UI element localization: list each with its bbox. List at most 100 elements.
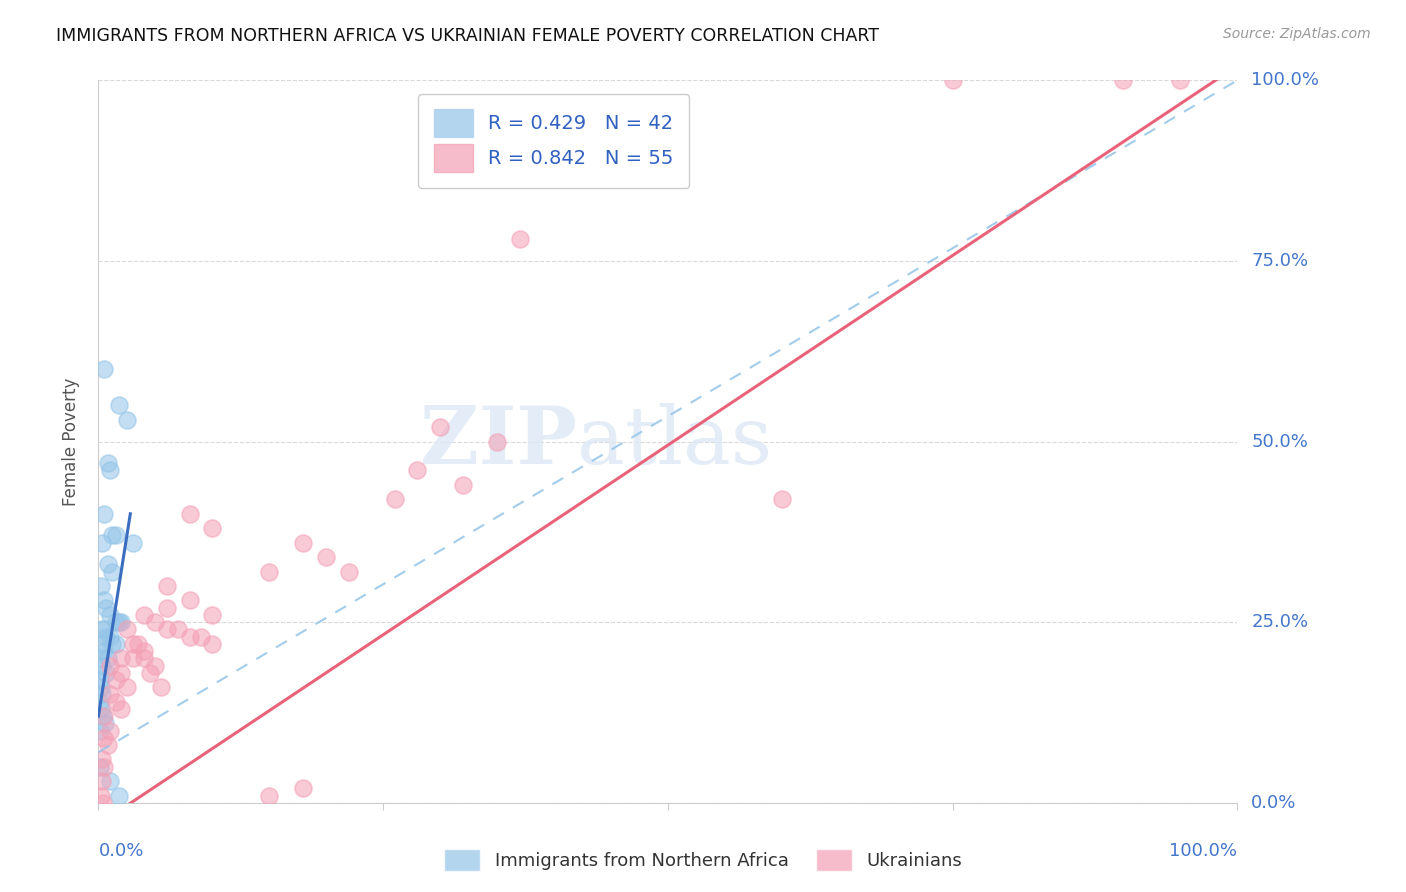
Text: 50.0%: 50.0% [1251, 433, 1308, 450]
Point [770, 492, 793, 507]
Text: IMMIGRANTS FROM NORTHERN AFRICA VS UKRAINIAN FEMALE POVERTY CORRELATION CHART: IMMIGRANTS FROM NORTHERN AFRICA VS UKRAI… [56, 27, 879, 45]
Point [179, 593, 201, 607]
Point [132, 651, 155, 665]
Point [108, 615, 131, 630]
Point [93, 644, 115, 658]
Point [96, 738, 118, 752]
Legend: R = 0.429   N = 42, R = 0.842   N = 55: R = 0.429 N = 42, R = 0.842 N = 55 [419, 94, 689, 187]
Point [93, 623, 115, 637]
Point [167, 623, 190, 637]
Point [96, 651, 118, 665]
Text: 0.0%: 0.0% [1251, 794, 1296, 812]
Point [90, 752, 112, 766]
Point [90, 680, 112, 694]
Text: 75.0%: 75.0% [1251, 252, 1309, 270]
Point [93, 731, 115, 745]
Point [292, 535, 315, 549]
Point [259, 789, 281, 803]
Point [104, 695, 127, 709]
Point [115, 413, 138, 427]
Point [145, 615, 167, 630]
Point [156, 579, 179, 593]
Point [127, 637, 149, 651]
Point [259, 565, 281, 579]
Point [96, 456, 118, 470]
Point [201, 521, 224, 535]
Text: Source: ZipAtlas.com: Source: ZipAtlas.com [1223, 27, 1371, 41]
Point [451, 478, 474, 492]
Point [315, 550, 337, 565]
Point [179, 630, 201, 644]
Point [115, 623, 138, 637]
Point [190, 630, 212, 644]
Point [98, 687, 121, 701]
Y-axis label: Female Poverty: Female Poverty [62, 377, 80, 506]
Point [110, 665, 132, 680]
Point [93, 593, 115, 607]
Point [104, 673, 127, 687]
Point [145, 658, 167, 673]
Point [101, 528, 124, 542]
Point [89, 760, 111, 774]
Point [156, 600, 179, 615]
Point [179, 507, 201, 521]
Point [90, 637, 112, 651]
Point [98, 607, 121, 622]
Legend: Immigrants from Northern Africa, Ukrainians: Immigrants from Northern Africa, Ukraini… [437, 842, 969, 879]
Point [108, 789, 131, 803]
Point [110, 702, 132, 716]
Point [90, 702, 112, 716]
Text: 25.0%: 25.0% [1251, 613, 1309, 632]
Text: 100.0%: 100.0% [1170, 842, 1237, 860]
Point [90, 623, 112, 637]
Point [292, 781, 315, 796]
Text: 100.0%: 100.0% [1251, 71, 1319, 89]
Point [101, 565, 124, 579]
Point [115, 680, 138, 694]
Point [406, 463, 429, 477]
Point [138, 665, 160, 680]
Point [121, 637, 143, 651]
Point [96, 600, 118, 615]
Point [98, 723, 121, 738]
Text: 0.0%: 0.0% [98, 842, 143, 860]
Point [90, 535, 112, 549]
Point [150, 680, 173, 694]
Point [509, 232, 531, 246]
Point [98, 463, 121, 477]
Point [121, 651, 143, 665]
Point [98, 630, 121, 644]
Point [90, 789, 112, 803]
Point [91, 709, 114, 723]
Point [90, 774, 112, 789]
Point [98, 658, 121, 673]
Point [132, 644, 155, 658]
Text: atlas: atlas [576, 402, 772, 481]
Point [93, 507, 115, 521]
Point [132, 607, 155, 622]
Point [90, 658, 112, 673]
Point [101, 637, 124, 651]
Point [384, 492, 406, 507]
Point [942, 73, 965, 87]
Point [486, 434, 509, 449]
Point [104, 637, 127, 651]
Point [1170, 73, 1192, 87]
Point [156, 623, 179, 637]
Point [110, 651, 132, 665]
Point [89, 651, 111, 665]
Point [91, 796, 114, 810]
Point [104, 615, 127, 630]
Point [96, 558, 118, 572]
Point [94, 716, 117, 731]
Point [90, 687, 112, 701]
Point [104, 528, 127, 542]
Point [201, 637, 224, 651]
Point [93, 760, 115, 774]
Point [90, 579, 112, 593]
Point [93, 709, 115, 723]
Point [121, 535, 143, 549]
Point [108, 398, 131, 412]
Point [201, 607, 224, 622]
Point [1112, 73, 1135, 87]
